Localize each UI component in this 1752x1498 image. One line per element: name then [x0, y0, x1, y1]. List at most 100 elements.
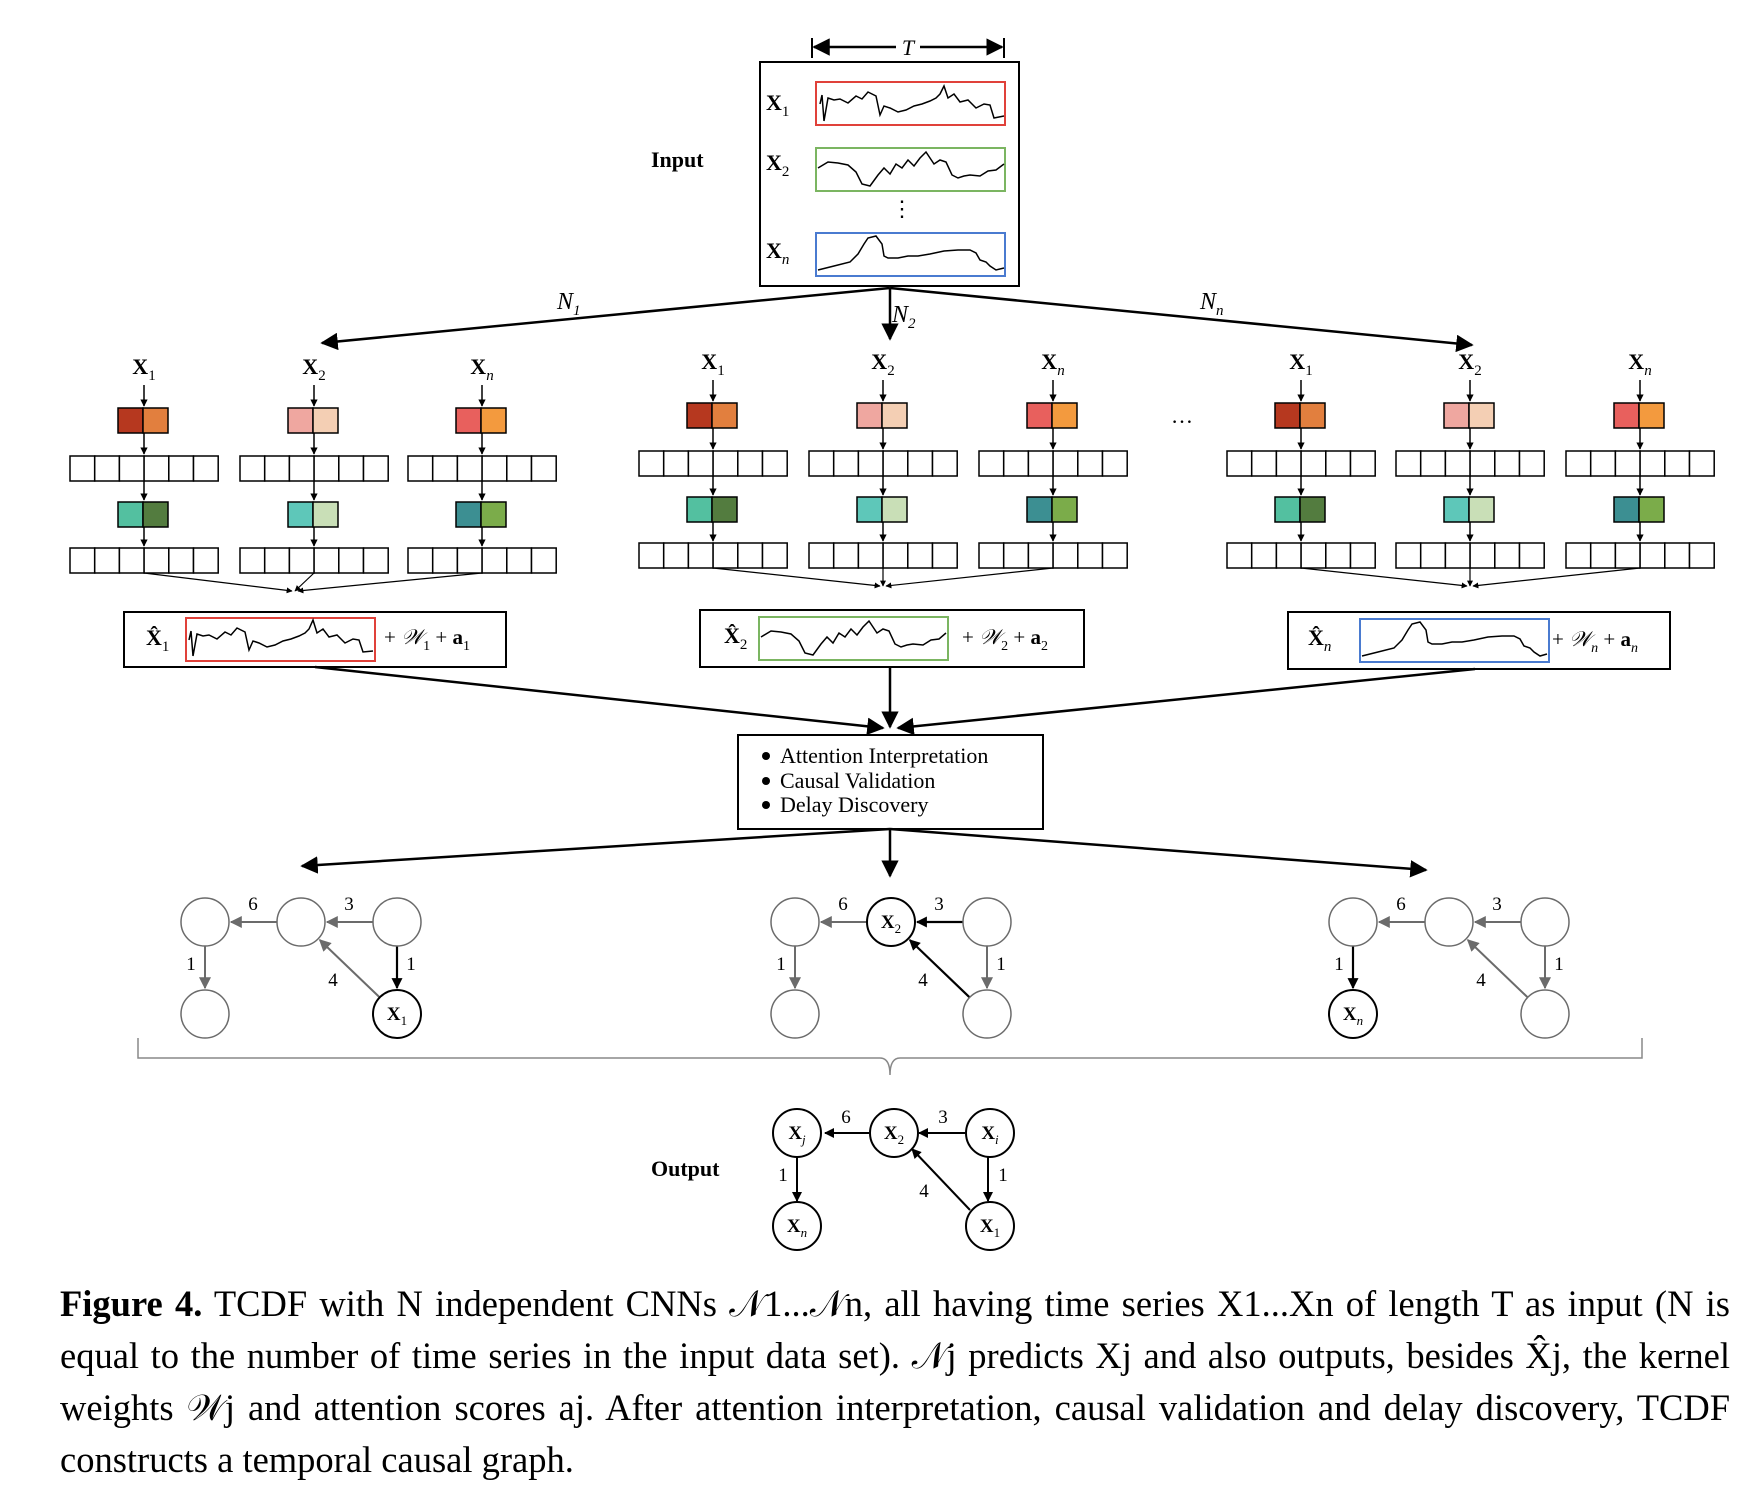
feature-cell [638, 450, 665, 477]
output-label: Output [651, 1156, 720, 1181]
feature-cell [1494, 542, 1521, 569]
feature-cell [1052, 450, 1079, 477]
input-series-2-line [817, 150, 1005, 187]
graph-edge-label: 1 [1554, 954, 1564, 975]
output-edge-6: 6 [841, 1107, 851, 1128]
prediction-2-frame [699, 609, 1085, 668]
feature-cell [882, 542, 909, 569]
feature-cell [407, 547, 434, 574]
feature-cell [506, 547, 533, 574]
feature-cell [907, 450, 934, 477]
graph-edge-label: 6 [1396, 894, 1406, 915]
feature-cell [431, 547, 459, 574]
graph-node [276, 897, 326, 947]
feature-cell [1101, 542, 1128, 569]
graph-layer: 6 3 1 1 4 X1 6 3 1 1 4 X2 6 3 1 1 4 Xn [180, 894, 1570, 1039]
output-node-x1: X1 [965, 1201, 1015, 1251]
feature-cell [530, 547, 557, 574]
cnn-block-1: X1 X2 Xn [69, 354, 557, 594]
feature-cell [313, 455, 340, 482]
input-block: Input T X1 X2 ⋮ Xn [651, 35, 1020, 287]
merge-arrow [297, 572, 483, 594]
cnn-block-3: X1 X2 Xn [1226, 349, 1715, 589]
feature-cell [808, 542, 835, 569]
more-networks-ellipsis: … [1171, 403, 1193, 428]
input-series-1-box [815, 81, 1006, 126]
kernel-cell [1613, 402, 1640, 429]
cnn-layer: X1 X2 Xn X1 X2 Xn X1 X2 Xn [69, 349, 1715, 594]
feature-cell [69, 455, 96, 482]
tcdf-diagram: Input T X1 X2 ⋮ Xn N1 N2 Nn … X1 X2 Xn X1 X2… [69, 35, 1715, 1251]
input-series-n-line [817, 235, 1005, 271]
graph-node [1520, 989, 1570, 1039]
feature-cell [761, 542, 788, 569]
feature-cell [481, 455, 508, 482]
kernel-cell [455, 501, 482, 528]
feature-cell [931, 450, 958, 477]
feature-cell [1077, 450, 1104, 477]
input-series-2-box [815, 147, 1006, 192]
merge-arrow [712, 567, 881, 589]
svg-text:Xn: Xn [787, 1216, 807, 1240]
feature-cell [1027, 450, 1054, 477]
feature-cell [1027, 542, 1054, 569]
graph-edge-label: 1 [1334, 954, 1344, 975]
graph-edge-label: 3 [1492, 894, 1502, 915]
feature-cell [456, 547, 483, 574]
feature-cell [93, 455, 121, 482]
feature-cell [737, 450, 764, 477]
feature-cell [1565, 542, 1592, 569]
feature-cell [143, 547, 170, 574]
kernel-cell [1638, 402, 1665, 429]
kernel-cell [455, 407, 482, 434]
prediction-1-outputs: + 𝒲1 + a1 [384, 625, 470, 654]
graph-edge [908, 939, 971, 999]
feature-cell [1002, 450, 1030, 477]
kernel-cell [287, 407, 314, 434]
length-symbol: T [902, 35, 916, 60]
feature-cell [313, 547, 340, 574]
feature-cell [857, 542, 884, 569]
feature-cell [1325, 450, 1352, 477]
graph-edge-label: 1 [186, 954, 196, 975]
interpretation-box: Attention Interpretation Causal Validati… [737, 734, 1044, 830]
graph-node [180, 989, 230, 1039]
network-fanout: N1 N2 Nn [320, 286, 1474, 353]
feature-cell [761, 450, 788, 477]
feature-cell [662, 542, 690, 569]
cnn-input-label: Xn [1628, 349, 1651, 379]
feature-cell [1444, 450, 1471, 477]
feature-cell [481, 547, 508, 574]
feature-cell [530, 455, 557, 482]
feature-cell [1518, 450, 1545, 477]
interpretation-item-2: Causal Validation [780, 768, 935, 793]
feature-cell [338, 455, 365, 482]
feature-cell [1275, 450, 1302, 477]
figure-caption: Figure 4. TCDF with N independent CNNs 𝒩… [60, 1278, 1730, 1486]
kernel-cell [1443, 496, 1470, 523]
feature-cell [662, 450, 690, 477]
cnn-input-label: X2 [1458, 349, 1481, 379]
cnn-input-label: X1 [132, 354, 155, 384]
feature-cell [737, 542, 764, 569]
kernel-cell [856, 402, 883, 429]
network-label-2: N2 [891, 302, 916, 332]
causal-graph-1: 6 3 1 1 4 X1 [180, 894, 422, 1039]
feature-cell [143, 455, 170, 482]
output-edge-1-right: 1 [998, 1165, 1008, 1186]
kernel-cell [1638, 496, 1665, 523]
graph-node [770, 989, 820, 1039]
feature-cell [808, 450, 835, 477]
feature-cell [456, 455, 483, 482]
graph-edge-label: 1 [406, 954, 416, 975]
feature-cell [1052, 542, 1079, 569]
feature-cell [362, 455, 389, 482]
feature-cell [1002, 542, 1030, 569]
kernel-cell [1299, 496, 1326, 523]
prediction-2-series-box [758, 616, 949, 661]
kernel-cell [1274, 402, 1301, 429]
feature-cell [93, 547, 121, 574]
feature-cell [1300, 542, 1327, 569]
figure-label: Figure 4. [60, 1283, 203, 1324]
kernel-cell [711, 402, 738, 429]
